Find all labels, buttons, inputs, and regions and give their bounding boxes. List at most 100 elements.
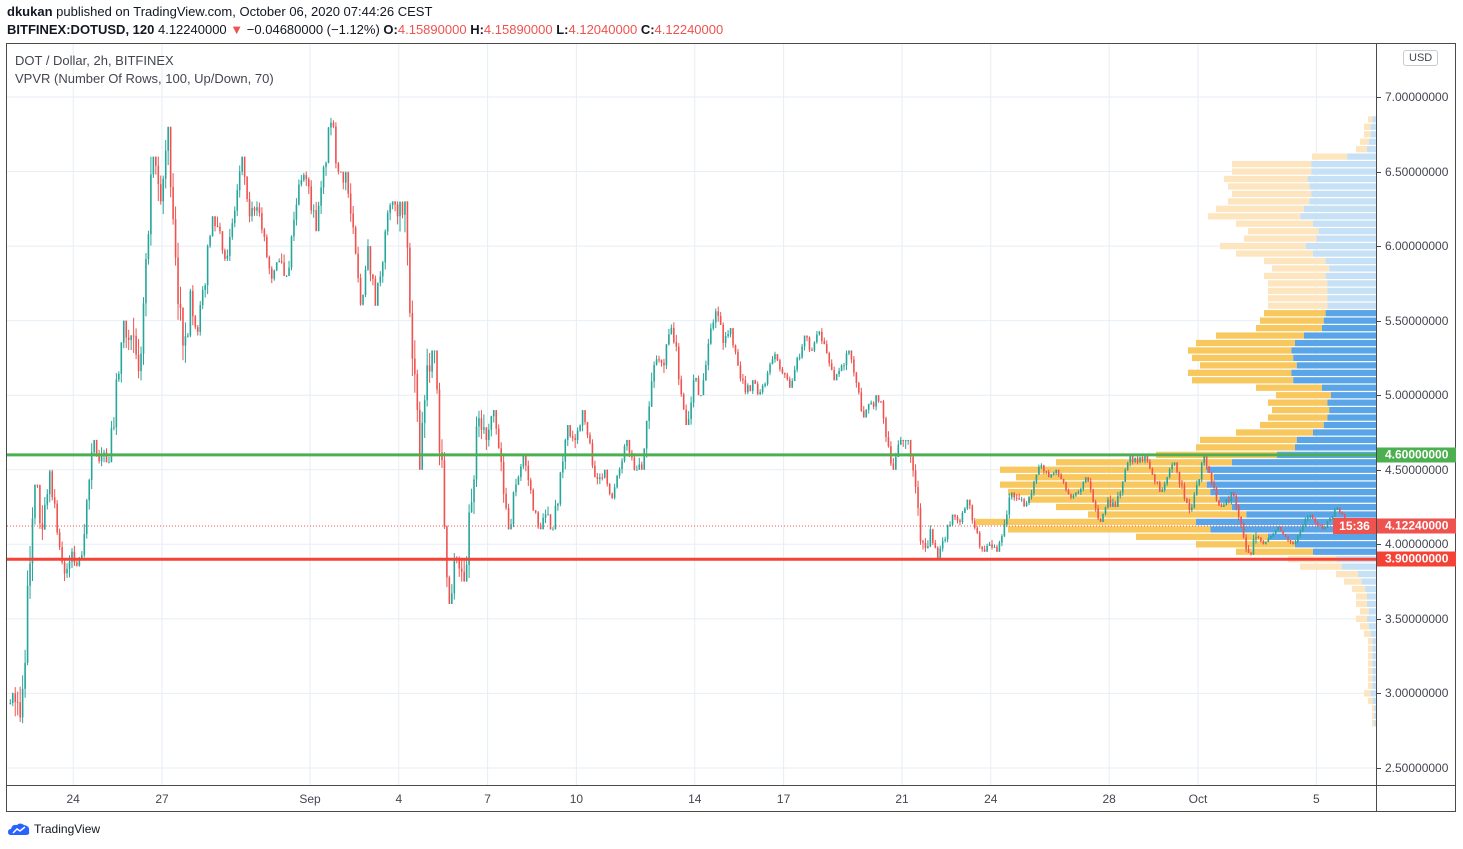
candle — [194, 316, 197, 328]
candle — [517, 477, 520, 485]
volume-profile-bar-down — [1360, 138, 1369, 145]
candle — [246, 176, 248, 200]
candle — [860, 392, 863, 411]
candle — [534, 510, 537, 513]
volume-profile-bar-down — [1236, 250, 1313, 257]
candle — [142, 303, 145, 354]
currency-button[interactable]: USD — [1403, 50, 1439, 66]
candle — [875, 395, 877, 407]
candle — [76, 562, 78, 566]
time-tick-label: 27 — [155, 792, 169, 806]
candle — [179, 304, 182, 308]
candle — [976, 527, 979, 533]
volume-profile-bar-down — [1196, 339, 1295, 347]
candle — [147, 234, 150, 260]
candle — [337, 163, 340, 172]
price-tick-mark — [1377, 171, 1381, 173]
candle — [90, 452, 93, 481]
time-tick-label: 7 — [484, 792, 491, 806]
candle — [1117, 496, 1119, 508]
chart-frame — [6, 43, 1456, 812]
volume-profile-bar-down — [1264, 272, 1326, 280]
volume-profile-bar-up — [1327, 287, 1376, 294]
candle — [936, 547, 939, 560]
bar-countdown: 15:36 — [1333, 518, 1376, 534]
candle — [749, 385, 752, 391]
candle — [238, 171, 241, 191]
candle — [187, 335, 189, 337]
price-tick-label: 5.00000000 — [1385, 388, 1449, 403]
volume-profile-bar-down — [1364, 690, 1371, 697]
candle — [1277, 526, 1279, 531]
candle — [1309, 515, 1312, 517]
candle — [1343, 514, 1346, 519]
indicator-legend[interactable]: VPVR (Number Of Rows, 100, Up/Down, 70) — [15, 71, 274, 86]
candle — [606, 469, 609, 485]
low-label: L: — [556, 22, 569, 37]
candle — [1316, 521, 1319, 526]
candle — [1289, 540, 1292, 543]
candle — [1139, 457, 1141, 463]
candle — [628, 439, 631, 453]
candle — [1265, 541, 1267, 545]
volume-profile-bar-down — [1232, 168, 1312, 175]
volume-profile-bar-down — [1356, 600, 1367, 608]
candle — [280, 261, 283, 263]
volume-profile-bar-up — [1318, 228, 1376, 235]
volume-profile-bar-up — [1368, 608, 1376, 615]
candle — [298, 184, 300, 205]
candle — [998, 542, 1001, 552]
volume-profile-bar-down — [1268, 287, 1328, 294]
candle — [512, 492, 515, 525]
candle — [113, 427, 115, 429]
candle — [966, 499, 969, 509]
candle — [1089, 481, 1092, 490]
candle — [95, 439, 98, 457]
candle — [342, 172, 345, 183]
candle — [396, 204, 399, 217]
candle — [818, 331, 821, 335]
candle — [167, 126, 169, 151]
candle — [714, 311, 717, 323]
candle — [840, 365, 843, 371]
candle — [1242, 523, 1245, 538]
candle — [1094, 502, 1097, 509]
candle — [384, 231, 387, 263]
candle — [1294, 541, 1297, 545]
candle — [848, 350, 850, 354]
candle — [685, 409, 687, 426]
candle — [655, 359, 658, 365]
candle — [626, 439, 628, 447]
volume-profile-bar-up — [1358, 570, 1376, 578]
candle — [1092, 489, 1094, 503]
candle — [850, 350, 853, 360]
candle — [981, 546, 983, 550]
candle — [690, 402, 692, 419]
candle — [522, 454, 525, 467]
candle — [483, 427, 485, 430]
price-tick-mark — [1377, 395, 1381, 397]
volume-profile-bar-up — [1219, 496, 1376, 503]
candle — [700, 395, 702, 397]
candle — [1047, 471, 1050, 478]
volume-profile-bar-up — [1206, 481, 1376, 488]
candle — [63, 562, 66, 574]
volume-profile-bar-down — [1372, 705, 1375, 712]
volume-profile-bar-down — [1368, 116, 1373, 123]
candle — [978, 532, 981, 547]
volume-profile-bar-up — [1374, 720, 1376, 727]
volume-profile-bar-up — [1327, 399, 1376, 406]
volume-profile-bar-down — [1200, 436, 1297, 444]
chart-pane[interactable] — [7, 44, 1376, 785]
candle — [1173, 462, 1176, 465]
candle — [779, 360, 781, 370]
candle — [702, 380, 705, 396]
time-tick-label: 28 — [1102, 792, 1116, 806]
candle — [327, 127, 330, 163]
tradingview-logo[interactable]: TradingView — [8, 822, 100, 836]
candle — [692, 380, 695, 403]
candle — [283, 262, 285, 276]
volume-profile-bar-up — [1370, 131, 1376, 138]
author[interactable]: dkukan — [7, 4, 53, 19]
volume-profile-bar-up — [1246, 511, 1376, 518]
